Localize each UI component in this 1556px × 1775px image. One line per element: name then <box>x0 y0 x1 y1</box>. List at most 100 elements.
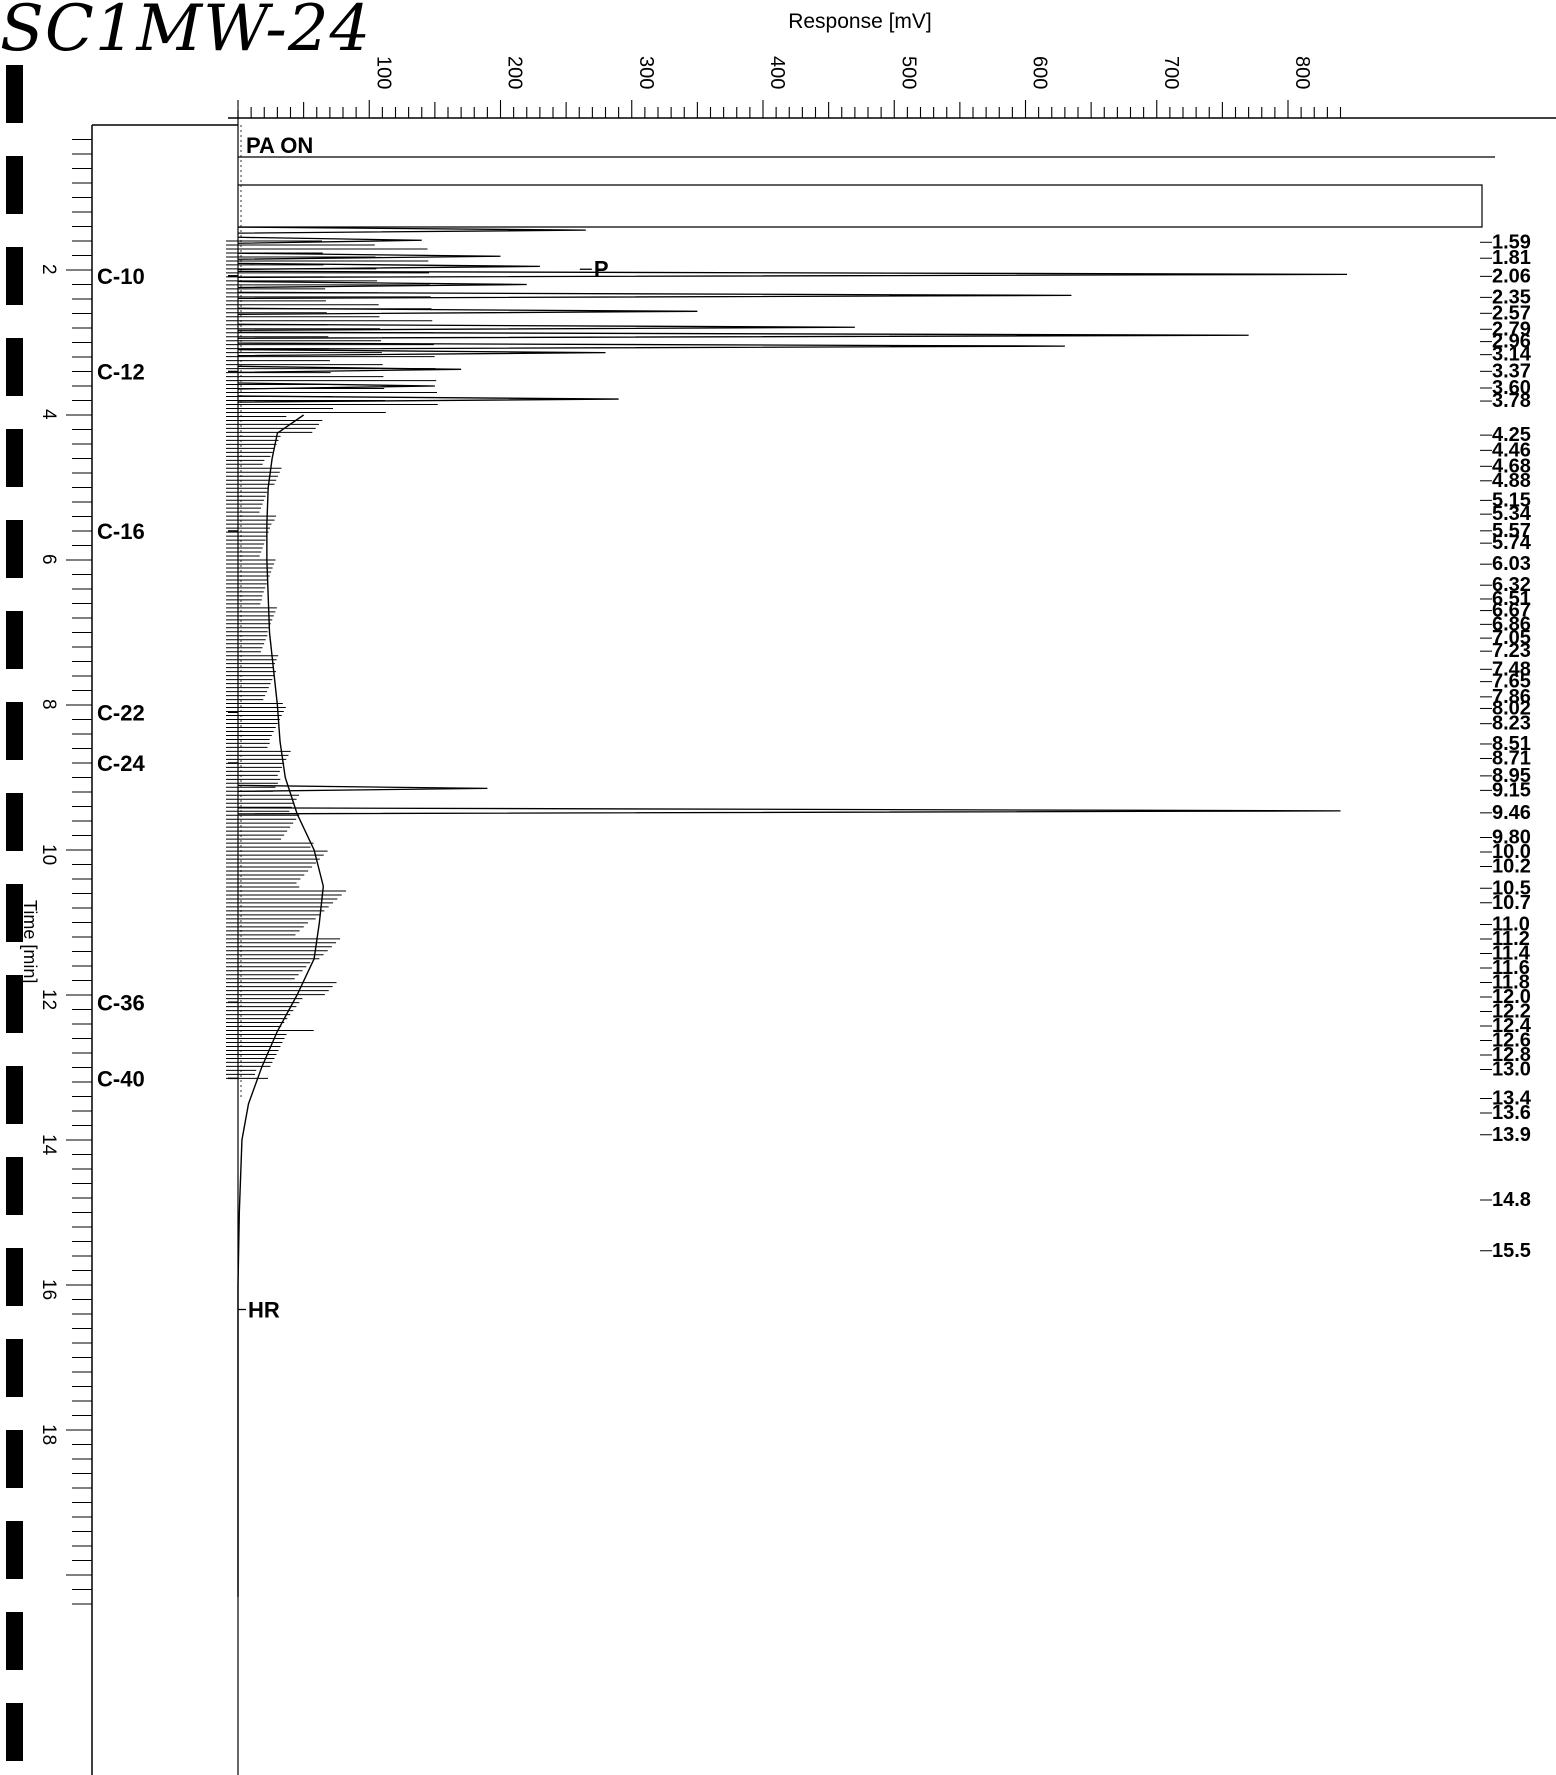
event-pa-on: PA ON <box>246 133 313 158</box>
carbon-marker-label: C-36 <box>97 990 145 1015</box>
peak <box>237 252 501 260</box>
retention-time-label: 8.23 <box>1492 713 1531 735</box>
response-tick-label: 500 <box>897 56 919 89</box>
peak <box>237 236 422 244</box>
retention-time-label: 1.81 <box>1492 247 1531 269</box>
peak <box>237 365 462 373</box>
retention-time-label: 5.74 <box>1492 532 1532 554</box>
retention-time-label: 6.03 <box>1492 553 1531 575</box>
retention-time-label: 11.6 <box>1492 957 1530 979</box>
annotations: C-10 C-12 C-16 C-22 C-24 C-36 C-40 PA ON P HR 1.59… <box>97 133 1532 1323</box>
retention-time-label: 2.96 <box>1492 331 1531 353</box>
retention-time-label: 10.5 <box>1492 877 1531 899</box>
retention-time-label: 7.48 <box>1492 658 1531 680</box>
time-axis: 2 4 6 8 10 12 14 16 18 Time [min] <box>20 138 92 1605</box>
retention-time-label: 7.05 <box>1492 627 1531 649</box>
binder-holes <box>6 65 23 1761</box>
binder-hole <box>6 247 23 305</box>
retention-time-label: 13.9 <box>1492 1124 1531 1146</box>
retention-time-label: 3.60 <box>1492 377 1531 399</box>
retention-time-label: 8.51 <box>1492 733 1531 755</box>
binder-hole <box>6 975 23 1033</box>
retention-time-label: 2.57 <box>1492 302 1531 324</box>
response-tick-label: 800 <box>1291 56 1313 89</box>
time-axis-title: Time [min] <box>20 900 40 983</box>
retention-time-label: 6.51 <box>1492 588 1531 610</box>
time-tick-label: 4 <box>38 409 59 420</box>
time-tick-label: 8 <box>38 699 59 710</box>
peak <box>237 226 586 234</box>
retention-time-label: 14.8 <box>1492 1189 1531 1211</box>
response-tick-label: 600 <box>1029 56 1051 89</box>
binder-hole <box>6 1430 23 1488</box>
time-tick-label: 18 <box>38 1424 59 1445</box>
retention-time-label: 6.32 <box>1492 574 1531 596</box>
retention-time-label: 12.4 <box>1492 1015 1532 1037</box>
peak <box>237 323 855 331</box>
binder-hole <box>6 884 23 942</box>
retention-time-label: 13.4 <box>1492 1088 1532 1110</box>
binder-hole <box>6 1066 23 1124</box>
time-tick-label: 2 <box>38 264 59 275</box>
retention-time-label: 4.88 <box>1492 470 1531 492</box>
retention-time-label: 4.68 <box>1492 455 1531 477</box>
response-axis-title: Response [mV] <box>788 10 932 33</box>
binder-hole <box>6 65 23 123</box>
retention-time-label: 9.15 <box>1492 779 1531 801</box>
retention-time-label: 7.86 <box>1492 686 1531 708</box>
retention-time-label: 5.57 <box>1492 520 1531 542</box>
retention-time-label: 9.46 <box>1492 802 1531 824</box>
carbon-marker-label: C-12 <box>97 360 145 385</box>
retention-time-label: 2.06 <box>1492 265 1531 287</box>
peak <box>237 342 1065 350</box>
event-hr: HR <box>248 1298 280 1323</box>
retention-time-label: 11.0 <box>1492 914 1530 936</box>
binder-hole <box>6 702 23 760</box>
binder-hole <box>6 338 23 396</box>
retention-time-label: 6.67 <box>1492 600 1531 622</box>
retention-time-label: 15.5 <box>1492 1240 1531 1262</box>
time-tick-label: 10 <box>38 844 59 865</box>
binder-hole <box>6 1612 23 1670</box>
retention-time-label: 9.80 <box>1492 827 1531 849</box>
response-tick-label: 400 <box>766 56 788 89</box>
retention-time-label: 11.8 <box>1492 972 1530 994</box>
retention-time-label: 11.2 <box>1492 928 1530 950</box>
retention-time-label: 8.95 <box>1492 765 1531 787</box>
binder-hole <box>6 429 23 487</box>
response-axis: Response [mV] 100 200 300 400 500 600 700 800 <box>237 10 1342 118</box>
response-tick-label: 700 <box>1160 56 1182 89</box>
retention-time-label: 3.14 <box>1492 344 1532 366</box>
chromatogram-trace <box>226 240 438 1597</box>
binder-hole <box>6 1521 23 1579</box>
retention-time-label: 11.4 <box>1492 943 1531 965</box>
retention-time-label: 12.0 <box>1492 986 1531 1008</box>
peak <box>237 307 698 315</box>
retention-time-label: 4.25 <box>1492 424 1531 446</box>
carbon-marker-label: C-16 <box>97 519 145 544</box>
binder-hole <box>6 1248 23 1306</box>
retention-time-label: 10.7 <box>1492 892 1531 914</box>
retention-time-label: 12.6 <box>1492 1030 1531 1052</box>
time-tick-label: 12 <box>38 989 59 1010</box>
retention-time-label: 5.34 <box>1492 503 1532 525</box>
retention-time-label: 10.2 <box>1492 856 1531 878</box>
peak <box>237 349 606 357</box>
peak <box>237 262 540 271</box>
retention-time-label: 13.6 <box>1492 1102 1531 1124</box>
pa-on-envelope <box>238 184 1483 228</box>
retention-time-label: 7.23 <box>1492 640 1531 662</box>
retention-time-label: 2.35 <box>1492 286 1531 308</box>
peak <box>237 291 1072 300</box>
retention-time-label: 6.86 <box>1492 613 1531 635</box>
peak <box>237 280 527 289</box>
binder-hole <box>6 793 23 851</box>
retention-time-label: 12.2 <box>1492 1001 1531 1023</box>
binder-hole <box>6 611 23 669</box>
time-tick-label: 16 <box>38 1279 59 1300</box>
retention-time-label: 8.02 <box>1492 697 1531 719</box>
event-p: P <box>594 256 609 281</box>
binder-hole <box>6 156 23 214</box>
time-tick-label: 14 <box>38 1134 59 1156</box>
